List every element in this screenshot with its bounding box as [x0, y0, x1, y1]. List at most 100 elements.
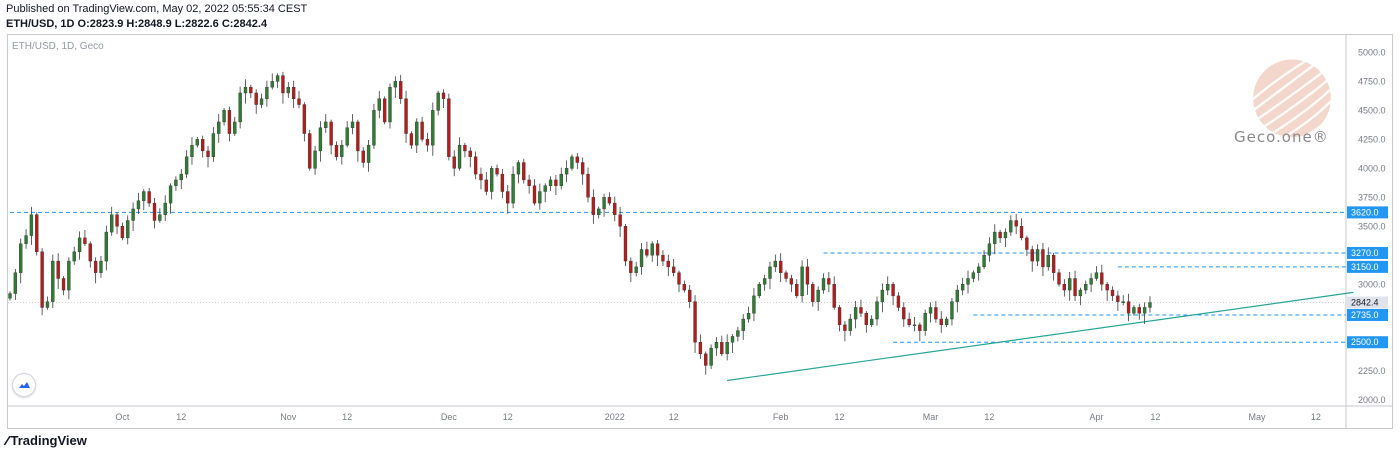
- time-tick-label: Apr: [1089, 412, 1103, 422]
- candle-down: [452, 156, 456, 169]
- candle-down: [666, 260, 670, 268]
- time-tick-label: Feb: [773, 412, 789, 422]
- candle-down: [580, 162, 585, 175]
- candle-down: [704, 353, 708, 366]
- candle-up: [217, 121, 221, 134]
- candle-up: [1068, 278, 1072, 291]
- candle-down: [677, 272, 681, 285]
- candle-down: [329, 121, 333, 146]
- candle-down: [1100, 272, 1104, 285]
- candle-up: [345, 127, 349, 146]
- candle-up: [67, 260, 71, 291]
- candle-up: [564, 168, 569, 175]
- candle-up: [538, 191, 542, 204]
- time-tick-label: 12: [1150, 412, 1160, 422]
- candle-up: [928, 307, 933, 314]
- candle-up: [1046, 255, 1050, 268]
- candle-up: [259, 98, 264, 105]
- candle-up: [184, 156, 189, 175]
- candle-down: [655, 243, 660, 256]
- cloud-button[interactable]: [12, 373, 36, 397]
- candle-down: [35, 214, 39, 253]
- candle-up: [875, 301, 879, 320]
- candle-down: [671, 266, 676, 273]
- candle-up: [1078, 289, 1083, 297]
- candle-up: [136, 200, 141, 210]
- candle-down: [661, 255, 665, 262]
- candle-up: [950, 301, 954, 320]
- candle-up: [821, 278, 826, 291]
- candle-down: [522, 162, 526, 181]
- candle-up: [1142, 307, 1147, 314]
- candle-down: [613, 202, 617, 215]
- candle-up: [313, 150, 317, 169]
- candle-down: [891, 284, 895, 297]
- candle-up: [195, 139, 199, 146]
- footer-brand: ⁄⁄⁄ TradingView: [6, 433, 87, 448]
- candle-up: [13, 272, 18, 294]
- candle-up: [99, 260, 103, 273]
- candle-down: [795, 284, 799, 297]
- time-tick-label: 2022: [605, 412, 625, 422]
- candle-up: [971, 272, 976, 279]
- candle-down: [473, 156, 478, 175]
- candle-up: [1121, 301, 1125, 303]
- candle-down: [1073, 278, 1077, 297]
- candle-up: [870, 318, 874, 326]
- candle-up: [559, 173, 563, 186]
- candle-down: [843, 324, 847, 331]
- candle-down: [281, 75, 285, 94]
- candle-up: [848, 318, 852, 331]
- level-badge-label: 3620.0: [1351, 207, 1379, 217]
- candle-up: [388, 86, 392, 123]
- candle-down: [1025, 237, 1029, 250]
- candle-up: [233, 121, 237, 134]
- level-badge-label: 3270.0: [1351, 248, 1379, 258]
- candle-down: [591, 197, 596, 215]
- candle-up: [977, 266, 981, 273]
- candle-down: [206, 150, 210, 157]
- candle-up: [960, 284, 965, 291]
- price-tick-label: 3750.0: [1358, 192, 1386, 202]
- candle-up: [222, 110, 226, 123]
- candle-up: [966, 278, 970, 285]
- candle-down: [934, 307, 938, 320]
- candle-up: [1132, 307, 1136, 314]
- candle-down: [441, 92, 446, 99]
- candle-up: [72, 251, 76, 262]
- candle-down: [361, 150, 365, 163]
- price-tick-label: 2000.0: [1358, 395, 1386, 405]
- candle-down: [586, 173, 590, 198]
- candle-up: [944, 318, 949, 326]
- candle-down: [837, 307, 842, 326]
- price-tick-label: 4000.0: [1358, 163, 1386, 173]
- candle-up: [51, 260, 55, 302]
- candle-up: [490, 168, 494, 192]
- time-tick-label: 12: [342, 412, 352, 422]
- level-badge: [1347, 308, 1388, 321]
- candle-down: [1014, 220, 1018, 227]
- price-tick-label: 2250.0: [1358, 366, 1386, 376]
- candle-down: [864, 313, 868, 326]
- watermark-text: Geco.one®: [1234, 128, 1329, 146]
- candle-up: [516, 162, 521, 175]
- candle-up: [158, 214, 162, 221]
- time-tick-label: May: [1249, 412, 1267, 422]
- candle-down: [147, 191, 151, 204]
- level-badge: [1347, 246, 1388, 259]
- time-tick-label: 12: [1311, 412, 1321, 422]
- candle-up: [110, 214, 114, 233]
- candle-down: [1051, 255, 1056, 273]
- candle-up: [318, 127, 323, 152]
- candle-up: [1148, 302, 1152, 308]
- candle-up: [746, 313, 751, 320]
- level-badge: [1347, 260, 1388, 273]
- candle-down: [784, 272, 788, 279]
- candle-up: [174, 179, 178, 186]
- level-badge: [1347, 206, 1388, 219]
- tradingview-logo-icon: ⁄⁄⁄: [6, 433, 8, 448]
- candle-down: [56, 260, 60, 279]
- candle-down: [61, 278, 66, 291]
- candle-down: [484, 179, 488, 192]
